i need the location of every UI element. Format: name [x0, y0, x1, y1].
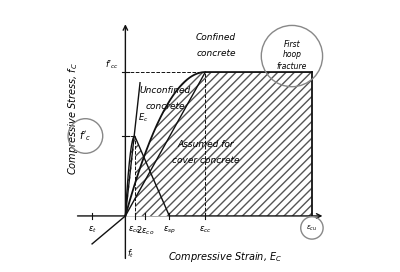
Text: $E_{sec}$: $E_{sec}$ [135, 171, 150, 184]
Text: fracture: fracture [277, 62, 307, 71]
Text: Unconfined: Unconfined [140, 86, 191, 95]
Text: $f'_c$: $f'_c$ [79, 129, 92, 143]
Text: First: First [284, 40, 300, 49]
Text: concrete: concrete [146, 102, 185, 111]
Text: $f'_{cc}$: $f'_{cc}$ [105, 58, 119, 71]
Text: Compressive Strain, $E_C$: Compressive Strain, $E_C$ [168, 250, 282, 264]
Text: $\varepsilon_t$: $\varepsilon_t$ [88, 224, 96, 235]
Text: cover concrete: cover concrete [172, 156, 239, 165]
Text: Assumed for: Assumed for [177, 140, 234, 149]
Text: hoop: hoop [282, 50, 302, 59]
Text: Compressive Stress, $f_C$: Compressive Stress, $f_C$ [66, 62, 80, 175]
Text: $f_t$: $f_t$ [127, 248, 134, 260]
Text: $\varepsilon_{cu}$: $\varepsilon_{cu}$ [306, 223, 318, 233]
Text: $E_c$: $E_c$ [138, 112, 149, 124]
Text: Confined: Confined [196, 33, 236, 42]
Text: $\varepsilon_{co}$: $\varepsilon_{co}$ [128, 224, 141, 235]
Text: $\varepsilon_{sp}$: $\varepsilon_{sp}$ [163, 224, 176, 236]
Text: $\varepsilon_{cc}$: $\varepsilon_{cc}$ [199, 224, 212, 235]
Text: $2\varepsilon_{co}$: $2\varepsilon_{co}$ [136, 224, 154, 237]
Text: concrete: concrete [196, 49, 236, 58]
